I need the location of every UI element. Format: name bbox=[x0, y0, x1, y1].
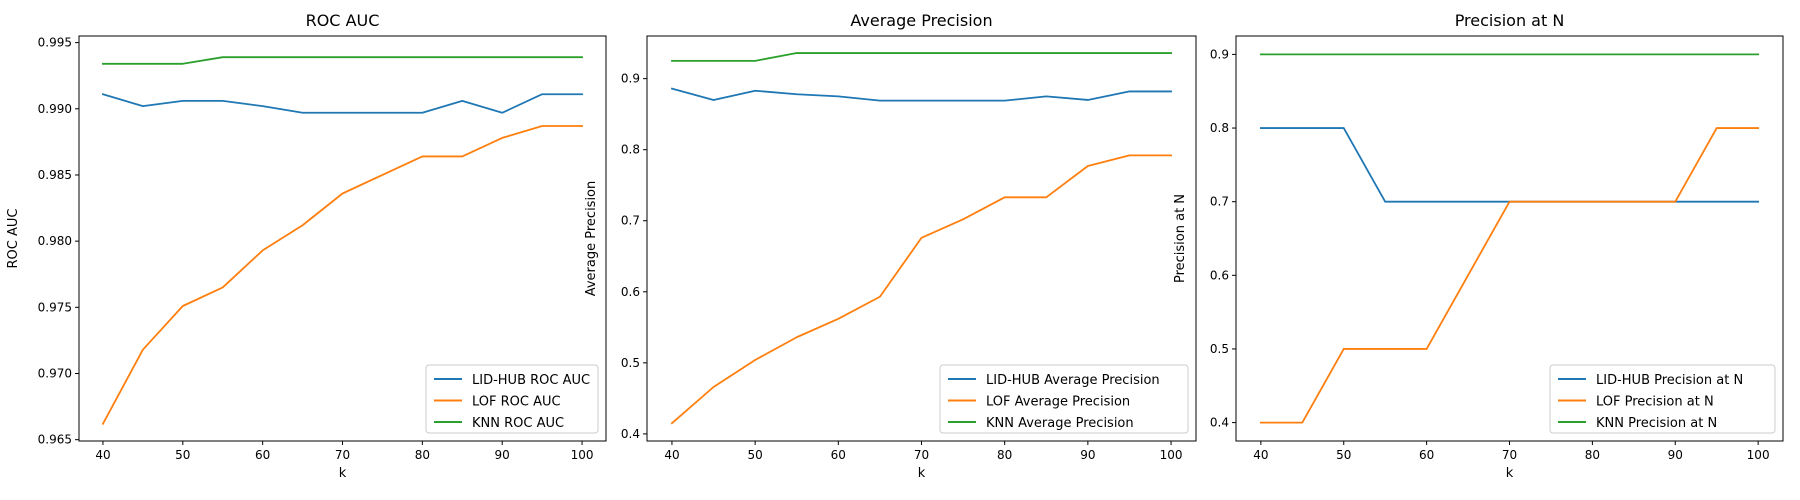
y-tick-label: 0.7 bbox=[1210, 195, 1229, 209]
y-tick-label: 0.9 bbox=[1210, 47, 1229, 61]
x-tick-label: 70 bbox=[1502, 448, 1517, 462]
legend: LID-HUB ROC AUC LOF ROC AUC KNN ROC AUC bbox=[425, 364, 599, 434]
x-tick-label: 100 bbox=[1160, 448, 1183, 462]
y-tick-label: 0.5 bbox=[1210, 342, 1229, 356]
legend: LID-HUB Average Precision LOF Average Pre… bbox=[939, 364, 1189, 434]
legend-label-1: LID-HUB ROC AUC bbox=[472, 373, 590, 388]
y-tick-label: 0.990 bbox=[38, 102, 72, 116]
legend-box bbox=[425, 364, 599, 434]
x-tick-label: 90 bbox=[1668, 448, 1683, 462]
chart-title: ROC AUC bbox=[306, 11, 380, 30]
x-tick-label: 100 bbox=[571, 448, 594, 462]
chart-panel-3: Precision at N 40 50 60 70 80 90 100 0.4 0.5 0.6 0.… bbox=[1173, 11, 1784, 481]
x-tick-label: 40 bbox=[1253, 448, 1268, 462]
y-axis-label: ROC AUC bbox=[6, 209, 21, 269]
series-line-2 bbox=[101, 125, 583, 426]
chart-panel-1: ROC AUC 40 50 60 70 80 90 100 0.965 0.970 0.975 0.9… bbox=[6, 11, 607, 481]
x-tick-label: 40 bbox=[664, 448, 679, 462]
series-line-1 bbox=[670, 87, 1172, 102]
y-tick-label: 0.985 bbox=[38, 168, 72, 182]
y-tick-label: 0.4 bbox=[621, 427, 640, 441]
x-tick-label: 90 bbox=[495, 448, 510, 462]
legend-box bbox=[1549, 364, 1776, 434]
chart-title: Average Precision bbox=[850, 11, 992, 30]
x-tick-label: 40 bbox=[95, 448, 110, 462]
y-tick-label: 0.5 bbox=[621, 356, 640, 370]
y-tick-label: 0.980 bbox=[38, 234, 72, 248]
x-axis-label: k bbox=[339, 466, 347, 481]
x-axis-label: k bbox=[1506, 466, 1514, 481]
legend-label-1: LID-HUB Precision at N bbox=[1596, 373, 1743, 388]
x-tick-label: 80 bbox=[997, 448, 1012, 462]
x-tick-label: 100 bbox=[1747, 448, 1770, 462]
series-line-1 bbox=[101, 93, 583, 114]
legend-box bbox=[939, 364, 1189, 434]
series-line-3 bbox=[102, 56, 583, 65]
legend-label-2: LOF Average Precision bbox=[986, 395, 1130, 410]
x-tick-label: 50 bbox=[175, 448, 190, 462]
y-tick-label: 0.965 bbox=[38, 433, 72, 447]
x-tick-label: 80 bbox=[415, 448, 430, 462]
y-tick-label: 0.970 bbox=[38, 367, 72, 381]
y-tick-label: 0.9 bbox=[621, 72, 640, 86]
x-tick-label: 50 bbox=[1336, 448, 1351, 462]
legend-label-3: KNN ROC AUC bbox=[472, 416, 564, 431]
series-line-3 bbox=[671, 52, 1172, 62]
y-axis-label: Average Precision bbox=[584, 181, 599, 297]
y-tick-label: 0.6 bbox=[1210, 268, 1229, 282]
x-tick-label: 60 bbox=[1419, 448, 1434, 462]
y-tick-label: 0.4 bbox=[1210, 416, 1229, 430]
x-tick-label: 80 bbox=[1585, 448, 1600, 462]
y-tick-label: 0.8 bbox=[1210, 121, 1229, 135]
x-axis-label: k bbox=[918, 466, 926, 481]
series-line-1 bbox=[1259, 127, 1760, 203]
y-tick-label: 0.8 bbox=[621, 143, 640, 157]
y-tick-label: 0.7 bbox=[621, 214, 640, 228]
legend-label-3: KNN Average Precision bbox=[986, 416, 1134, 431]
legend-label-2: LOF ROC AUC bbox=[472, 395, 561, 410]
y-tick-label: 0.6 bbox=[621, 285, 640, 299]
series-line-2 bbox=[670, 154, 1172, 425]
series-line-2 bbox=[1259, 127, 1760, 424]
legend-label-1: LID-HUB Average Precision bbox=[986, 373, 1160, 388]
y-tick-label: 0.975 bbox=[38, 300, 72, 314]
y-axis-label: Precision at N bbox=[1173, 194, 1188, 283]
x-tick-label: 60 bbox=[831, 448, 846, 462]
legend-label-2: LOF Precision at N bbox=[1596, 395, 1714, 410]
x-tick-label: 90 bbox=[1080, 448, 1095, 462]
y-tick-label: 0.995 bbox=[38, 36, 72, 50]
x-tick-label: 60 bbox=[255, 448, 270, 462]
x-tick-label: 70 bbox=[335, 448, 350, 462]
legend-label-3: KNN Precision at N bbox=[1596, 416, 1717, 431]
legend: LID-HUB Precision at N LOF Precision at N… bbox=[1549, 364, 1776, 434]
chart-panel-2: Average Precision 40 50 60 70 80 90 100 0.4 0.5 0.… bbox=[584, 11, 1197, 481]
chart-title: Precision at N bbox=[1455, 11, 1565, 30]
x-tick-label: 50 bbox=[747, 448, 762, 462]
x-tick-label: 70 bbox=[914, 448, 929, 462]
